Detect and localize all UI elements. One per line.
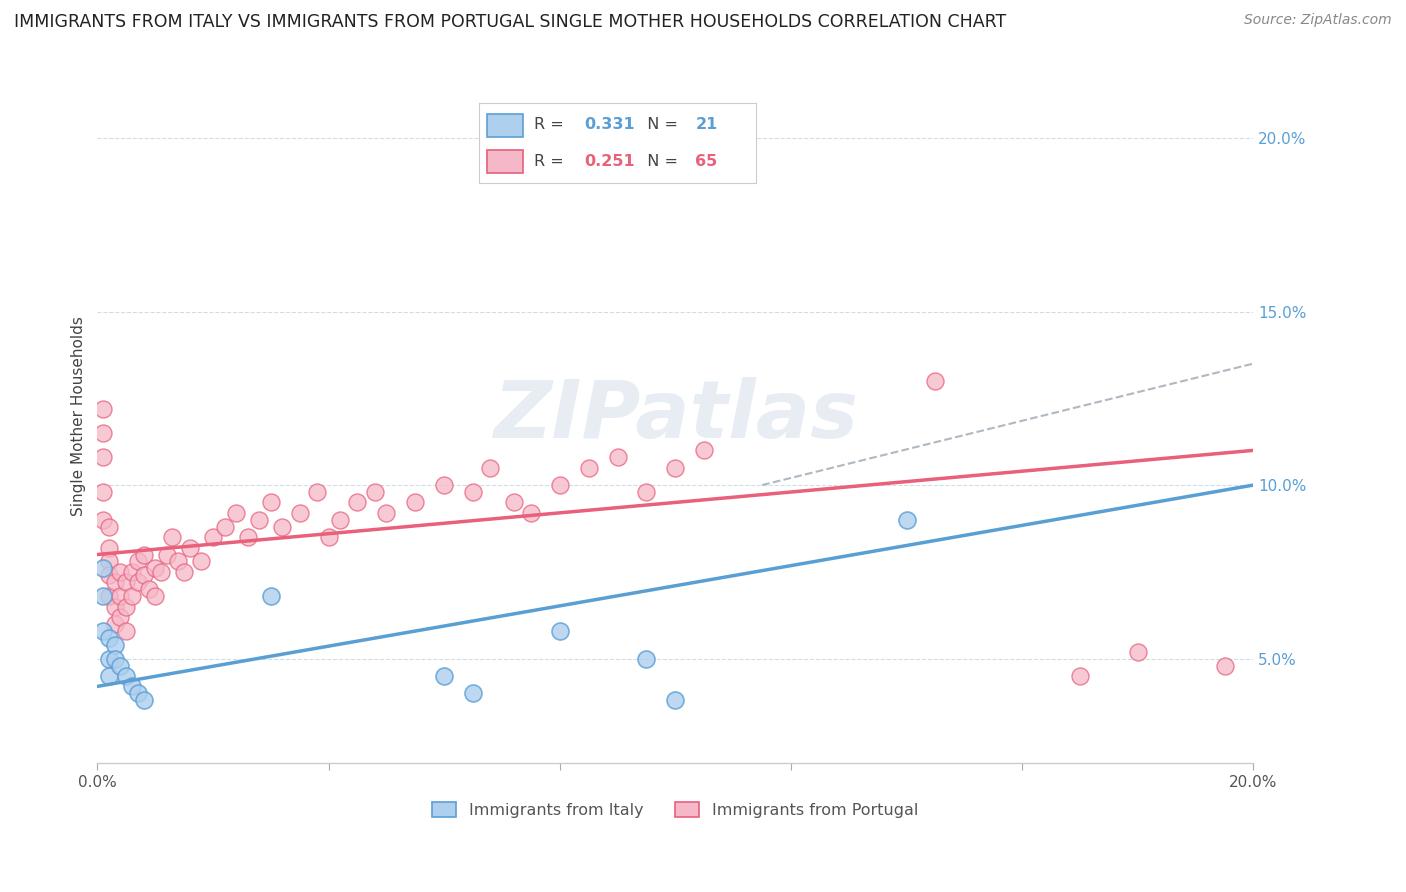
Point bbox=[502, 495, 524, 509]
Point bbox=[110, 610, 132, 624]
Point bbox=[121, 680, 143, 694]
Point bbox=[1126, 645, 1149, 659]
Point bbox=[115, 669, 138, 683]
Y-axis label: Single Mother Households: Single Mother Households bbox=[72, 316, 86, 516]
Point bbox=[179, 541, 201, 555]
Point bbox=[104, 651, 127, 665]
Point bbox=[91, 485, 114, 500]
Point bbox=[924, 374, 946, 388]
Point bbox=[247, 513, 270, 527]
Point bbox=[138, 582, 160, 597]
Point bbox=[664, 693, 686, 707]
Point bbox=[636, 485, 658, 500]
Point bbox=[433, 669, 456, 683]
Point bbox=[236, 530, 259, 544]
Point bbox=[97, 554, 120, 568]
Point bbox=[127, 554, 149, 568]
Point bbox=[329, 513, 352, 527]
Point bbox=[132, 693, 155, 707]
Point bbox=[305, 485, 328, 500]
Point bbox=[97, 520, 120, 534]
Point bbox=[104, 616, 127, 631]
Text: ZIPatlas: ZIPatlas bbox=[494, 376, 858, 455]
Point bbox=[97, 568, 120, 582]
Legend: Immigrants from Italy, Immigrants from Portugal: Immigrants from Italy, Immigrants from P… bbox=[426, 796, 925, 824]
Point bbox=[461, 686, 484, 700]
Point bbox=[143, 561, 166, 575]
Point bbox=[132, 568, 155, 582]
Point bbox=[479, 460, 502, 475]
Point bbox=[91, 425, 114, 440]
Point bbox=[260, 495, 283, 509]
Point bbox=[104, 638, 127, 652]
Point bbox=[346, 495, 368, 509]
Point bbox=[1069, 669, 1091, 683]
Point bbox=[110, 589, 132, 603]
Point bbox=[156, 548, 179, 562]
Point bbox=[104, 575, 127, 590]
Point bbox=[896, 513, 918, 527]
Point bbox=[143, 589, 166, 603]
Point bbox=[104, 599, 127, 614]
Point bbox=[636, 651, 658, 665]
Point bbox=[91, 450, 114, 465]
Point bbox=[132, 548, 155, 562]
Point bbox=[364, 485, 387, 500]
Point bbox=[97, 669, 120, 683]
Point bbox=[115, 599, 138, 614]
Point bbox=[214, 520, 236, 534]
Point bbox=[404, 495, 426, 509]
Point bbox=[225, 506, 247, 520]
Point bbox=[606, 450, 628, 465]
Point bbox=[91, 589, 114, 603]
Point bbox=[664, 148, 686, 162]
Point bbox=[162, 530, 184, 544]
Point bbox=[167, 554, 190, 568]
Point bbox=[190, 554, 212, 568]
Point bbox=[115, 624, 138, 638]
Point bbox=[173, 565, 195, 579]
Point bbox=[433, 478, 456, 492]
Point bbox=[149, 565, 172, 579]
Point bbox=[91, 624, 114, 638]
Point bbox=[288, 506, 311, 520]
Point bbox=[260, 589, 283, 603]
Point bbox=[1213, 658, 1236, 673]
Point bbox=[97, 589, 120, 603]
Point bbox=[127, 686, 149, 700]
Point bbox=[91, 401, 114, 416]
Text: IMMIGRANTS FROM ITALY VS IMMIGRANTS FROM PORTUGAL SINGLE MOTHER HOUSEHOLDS CORRE: IMMIGRANTS FROM ITALY VS IMMIGRANTS FROM… bbox=[14, 13, 1007, 31]
Point bbox=[127, 575, 149, 590]
Point bbox=[91, 561, 114, 575]
Point bbox=[110, 658, 132, 673]
Text: Source: ZipAtlas.com: Source: ZipAtlas.com bbox=[1244, 13, 1392, 28]
Point bbox=[91, 513, 114, 527]
Point bbox=[664, 460, 686, 475]
Point bbox=[271, 520, 294, 534]
Point bbox=[115, 575, 138, 590]
Point bbox=[461, 485, 484, 500]
Point bbox=[375, 506, 398, 520]
Point bbox=[548, 478, 571, 492]
Point bbox=[121, 589, 143, 603]
Point bbox=[121, 565, 143, 579]
Point bbox=[201, 530, 224, 544]
Point bbox=[548, 624, 571, 638]
Point bbox=[97, 651, 120, 665]
Point bbox=[110, 565, 132, 579]
Point bbox=[693, 443, 716, 458]
Point bbox=[520, 506, 543, 520]
Point bbox=[578, 460, 600, 475]
Point bbox=[97, 631, 120, 645]
Point bbox=[318, 530, 340, 544]
Point bbox=[97, 541, 120, 555]
